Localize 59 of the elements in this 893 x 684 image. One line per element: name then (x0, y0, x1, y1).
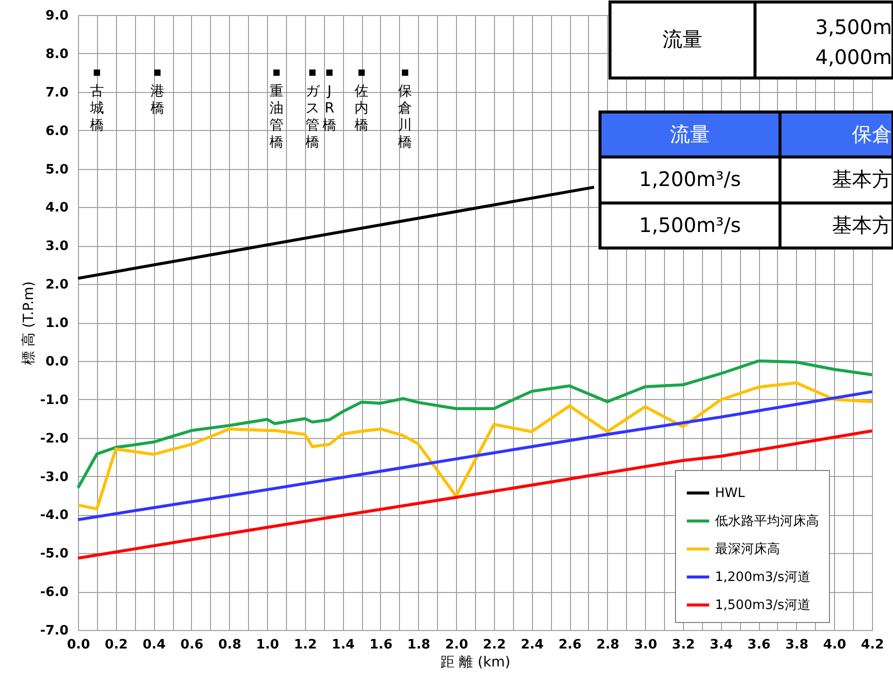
annotation: JR橋 (322, 84, 336, 134)
x-tick-label: 2.6 (558, 638, 582, 652)
legend-label: 1,200m3/s河道 (715, 570, 810, 585)
annotation: 古城橋 (88, 84, 104, 134)
y-tick-label: 3.0 (45, 239, 68, 254)
y-tick-label: 8.0 (45, 46, 68, 62)
x-tick-label: 2.2 (482, 638, 506, 652)
y-tick-label: 6.0 (45, 124, 68, 139)
annotation: 流量 (662, 27, 702, 51)
y-tick-label: -4.0 (40, 508, 68, 524)
x-tick-label: 1.6 (369, 638, 392, 652)
annotation: 港橋 (150, 84, 164, 117)
x-tick-label: 0.8 (218, 638, 242, 652)
x-tick-label: 1.2 (294, 638, 317, 652)
legend-label: 最深河床高 (715, 541, 780, 557)
annotation: 基本方 (832, 213, 892, 237)
x-tick-label: 0.0 (66, 638, 90, 652)
x-tick-label: 3.8 (785, 638, 808, 652)
line-series (76, 429, 874, 560)
y-tick-label: -3.0 (40, 470, 68, 485)
x-tick-label: 4.2 (860, 638, 884, 652)
x-tick-label: 1.0 (256, 638, 280, 652)
y-tick-label: 7.0 (45, 85, 68, 100)
x-tick-label: 1.4 (332, 638, 355, 652)
annotation: 3,500m (815, 15, 892, 39)
x-tick-label: 3.0 (634, 638, 658, 652)
x-tick-label: 3.2 (672, 638, 695, 652)
annotation: 佐内橋 (354, 84, 369, 134)
y-tick-label: -5.0 (40, 546, 68, 562)
annotation: ガス管橋 (305, 84, 320, 151)
y-tick-label: 9.0 (45, 8, 68, 24)
annotation: 重油管橋 (270, 84, 284, 151)
x-tick-label: 0.2 (104, 638, 128, 652)
annotation: 4,000m (815, 45, 892, 69)
y-tick-label: 5.0 (45, 162, 68, 178)
x-axis-title: 距 離 (km) (440, 654, 510, 670)
y-axis-title: 標 高 (T.P.m) (21, 281, 38, 365)
y-tick-label: -6.0 (40, 585, 68, 600)
y-tick-label: 2.0 (45, 278, 68, 293)
x-tick-label: 2.8 (596, 638, 620, 652)
x-tick-label: 2.4 (520, 638, 544, 652)
annotation: 保倉川橋 (398, 84, 412, 151)
line-series (76, 359, 874, 490)
y-tick-label: 1.0 (45, 316, 68, 331)
y-tick-label: -2.0 (40, 431, 68, 446)
y-tick-label: 0.0 (45, 354, 68, 370)
x-tick-label: 3.6 (748, 638, 771, 652)
legend-label: 低水路平均河床高 (715, 513, 819, 529)
legend-label: 1,500m3/s河道 (715, 598, 810, 613)
y-tick-label: -7.0 (40, 624, 68, 638)
y-tick-label: -1.0 (40, 392, 68, 408)
x-tick-label: 2.0 (445, 638, 468, 652)
y-tick-label: 4.0 (45, 200, 68, 216)
x-tick-label: 0.4 (142, 638, 166, 652)
x-tick-label: 0.6 (180, 638, 204, 652)
x-tick-label: 1.8 (407, 638, 430, 652)
legend-label: HWL (715, 486, 746, 501)
x-tick-label: 4.0 (823, 638, 846, 652)
x-tick-label: 3.4 (710, 638, 733, 652)
